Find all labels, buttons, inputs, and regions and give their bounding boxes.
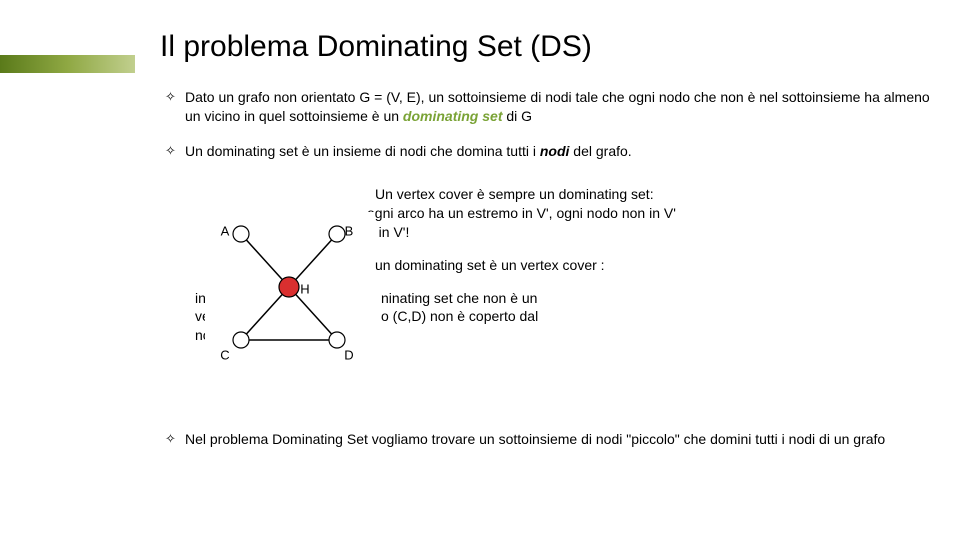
mid-frag-8: o (C,D) non è coperto dal: [381, 307, 538, 326]
bullet-1-term: dominating set: [403, 108, 503, 124]
accent-bar: [0, 55, 135, 73]
svg-text:H: H: [300, 281, 309, 296]
svg-text:A: A: [221, 223, 230, 238]
graph-svg: A B C D H: [205, 212, 375, 367]
diamond-icon: ✧: [165, 88, 185, 106]
bullet-2-pre: Un dominating set è un insieme di nodi c…: [185, 143, 540, 159]
svg-text:B: B: [345, 223, 354, 238]
svg-text:C: C: [220, 347, 229, 362]
mid-frag-6: ninating set che non è un: [381, 289, 538, 308]
bullet-2-bold: nodi: [540, 143, 570, 159]
diamond-icon: ✧: [165, 142, 185, 160]
svg-text:D: D: [344, 347, 353, 362]
page-title: Il problema Dominating Set (DS): [160, 30, 592, 64]
bullet-5-text: Nel problema Dominating Set vogliamo tro…: [185, 430, 945, 449]
bullet-5: ✧ Nel problema Dominating Set vogliamo t…: [165, 430, 945, 449]
bullet-2: ✧ Un dominating set è un insieme di nodi…: [165, 142, 940, 161]
bullet-1-pre: Dato un grafo non orientato G = (V, E), …: [185, 89, 930, 124]
diamond-icon: ✧: [165, 430, 185, 448]
bullet-1: ✧ Dato un grafo non orientato G = (V, E)…: [165, 88, 940, 126]
mid-line-1: Un vertex cover è sempre un dominating s…: [375, 185, 925, 204]
mid-line-4: un dominating set è un vertex cover :: [375, 256, 925, 275]
mid-line-2: ogni arco ha un estremo in V', ogni nodo…: [367, 204, 925, 223]
bullets-container: ✧ Dato un grafo non orientato G = (V, E)…: [165, 88, 940, 177]
bullet-1-post: di G: [502, 108, 532, 124]
bullet-2-post: del grafo.: [569, 143, 631, 159]
mid-line-3: o in V'!: [367, 223, 925, 242]
graph-diagram: A B C D H: [205, 212, 375, 367]
